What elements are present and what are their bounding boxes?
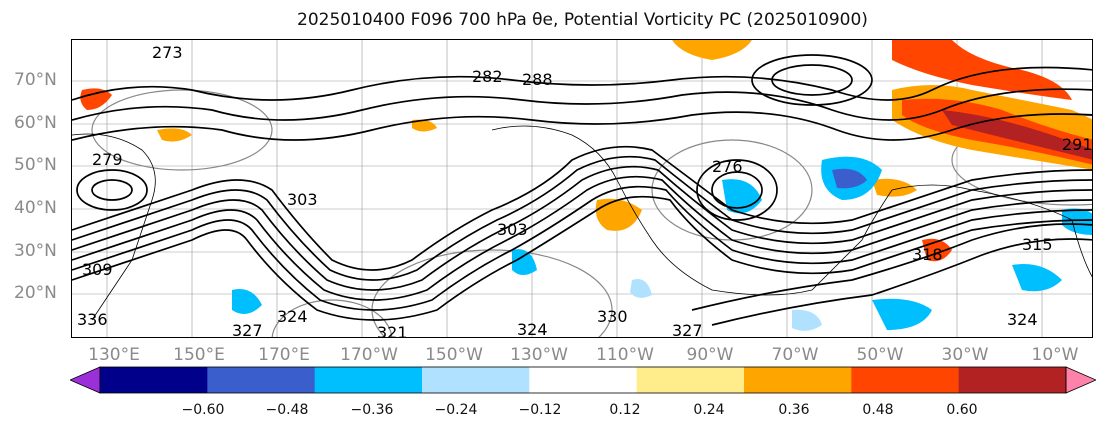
contour-label: 327 [232, 321, 263, 338]
lon-label: 130°E [88, 345, 140, 365]
lon-label: 90°W [686, 345, 734, 365]
lon-label: 170°E [258, 345, 310, 365]
lat-label-50n: 50°N [14, 155, 57, 175]
colorbar-extend-low [70, 366, 101, 394]
contour-label: 318 [912, 245, 943, 264]
colorbar-tick-label: 0.24 [693, 402, 725, 418]
contour-label: 324 [1007, 310, 1038, 329]
colorbar-segment [422, 367, 530, 393]
colorbar-tick-label: −0.24 [434, 402, 478, 418]
contour-label: 330 [597, 307, 628, 326]
contour-label: 324 [277, 307, 308, 326]
colorbar-extend-high [1065, 366, 1096, 394]
contour-label: 279 [92, 150, 123, 169]
coastlines [72, 125, 1092, 321]
colorbar-tick-label: 0.48 [862, 402, 894, 418]
lat-label-60n: 60°N [14, 113, 57, 133]
lon-label: 110°W [596, 345, 654, 365]
contour-label: 288 [522, 70, 553, 89]
lon-label: 70°W [771, 345, 819, 365]
theta-e-contours [72, 54, 1092, 326]
colorbar-tick-label: −0.60 [181, 402, 225, 418]
contour-label: 309 [82, 260, 113, 279]
colorbar-segment [207, 367, 316, 393]
colorbar-segment [100, 367, 208, 393]
lat-label-70n: 70°N [14, 70, 57, 90]
contour-label: 336 [77, 310, 108, 329]
contour-label: 321 [377, 323, 408, 338]
lat-label-20n: 20°N [14, 283, 57, 303]
colorbar-border [99, 366, 1067, 394]
colorbar [70, 366, 1096, 394]
contour-label: 315 [1022, 235, 1053, 254]
map-canvas: 273 282 288 276 279 303 309 303 318 324 … [72, 40, 1093, 338]
lon-label: 170°W [340, 345, 398, 365]
lon-label: 10°W [1031, 345, 1079, 365]
map-title: 2025010400 F096 700 hPa θe, Potential Vo… [297, 10, 868, 30]
contour-label: 303 [497, 220, 528, 239]
contour-labels: 273 282 288 276 279 303 309 303 318 324 … [77, 43, 1093, 338]
lon-label: 150°E [173, 345, 225, 365]
colorbar-segment [958, 367, 1067, 393]
contour-label: 327 [672, 321, 703, 338]
colorbar-segment [744, 367, 852, 393]
colorbar-tick-label: 0.60 [946, 402, 978, 418]
map-panel: 273 282 288 276 279 303 309 303 318 324 … [71, 39, 1093, 338]
lon-label: 150°W [425, 345, 483, 365]
colorbar-segment [851, 367, 960, 393]
colorbar-tick-label: −0.36 [350, 402, 394, 418]
colorbar-segments [70, 366, 1096, 394]
colorbar-tick-label: 0.36 [778, 402, 810, 418]
contour-label: 324 [517, 320, 548, 338]
contour-label: 282 [472, 67, 503, 86]
colorbar-tick-label: −0.12 [518, 402, 562, 418]
lat-label-40n: 40°N [14, 198, 57, 218]
negative-pv-shading [232, 156, 1092, 331]
lon-label: 130°W [510, 345, 568, 365]
lat-label-30n: 30°N [14, 241, 57, 261]
positive-pv-shading [80, 40, 1092, 262]
colorbar-tick-label: −0.48 [265, 402, 309, 418]
lon-label: 30°W [941, 345, 989, 365]
contour-label: 273 [152, 43, 183, 62]
colorbar-segment [314, 367, 423, 393]
contour-label: 276 [712, 157, 743, 176]
lon-label: 50°W [856, 345, 904, 365]
colorbar-tick-label: 0.12 [609, 402, 641, 418]
colorbar-segment [529, 367, 638, 393]
contour-label: 303 [287, 190, 318, 209]
colorbar-segment [636, 367, 745, 393]
contour-label: 291 [1062, 135, 1093, 154]
